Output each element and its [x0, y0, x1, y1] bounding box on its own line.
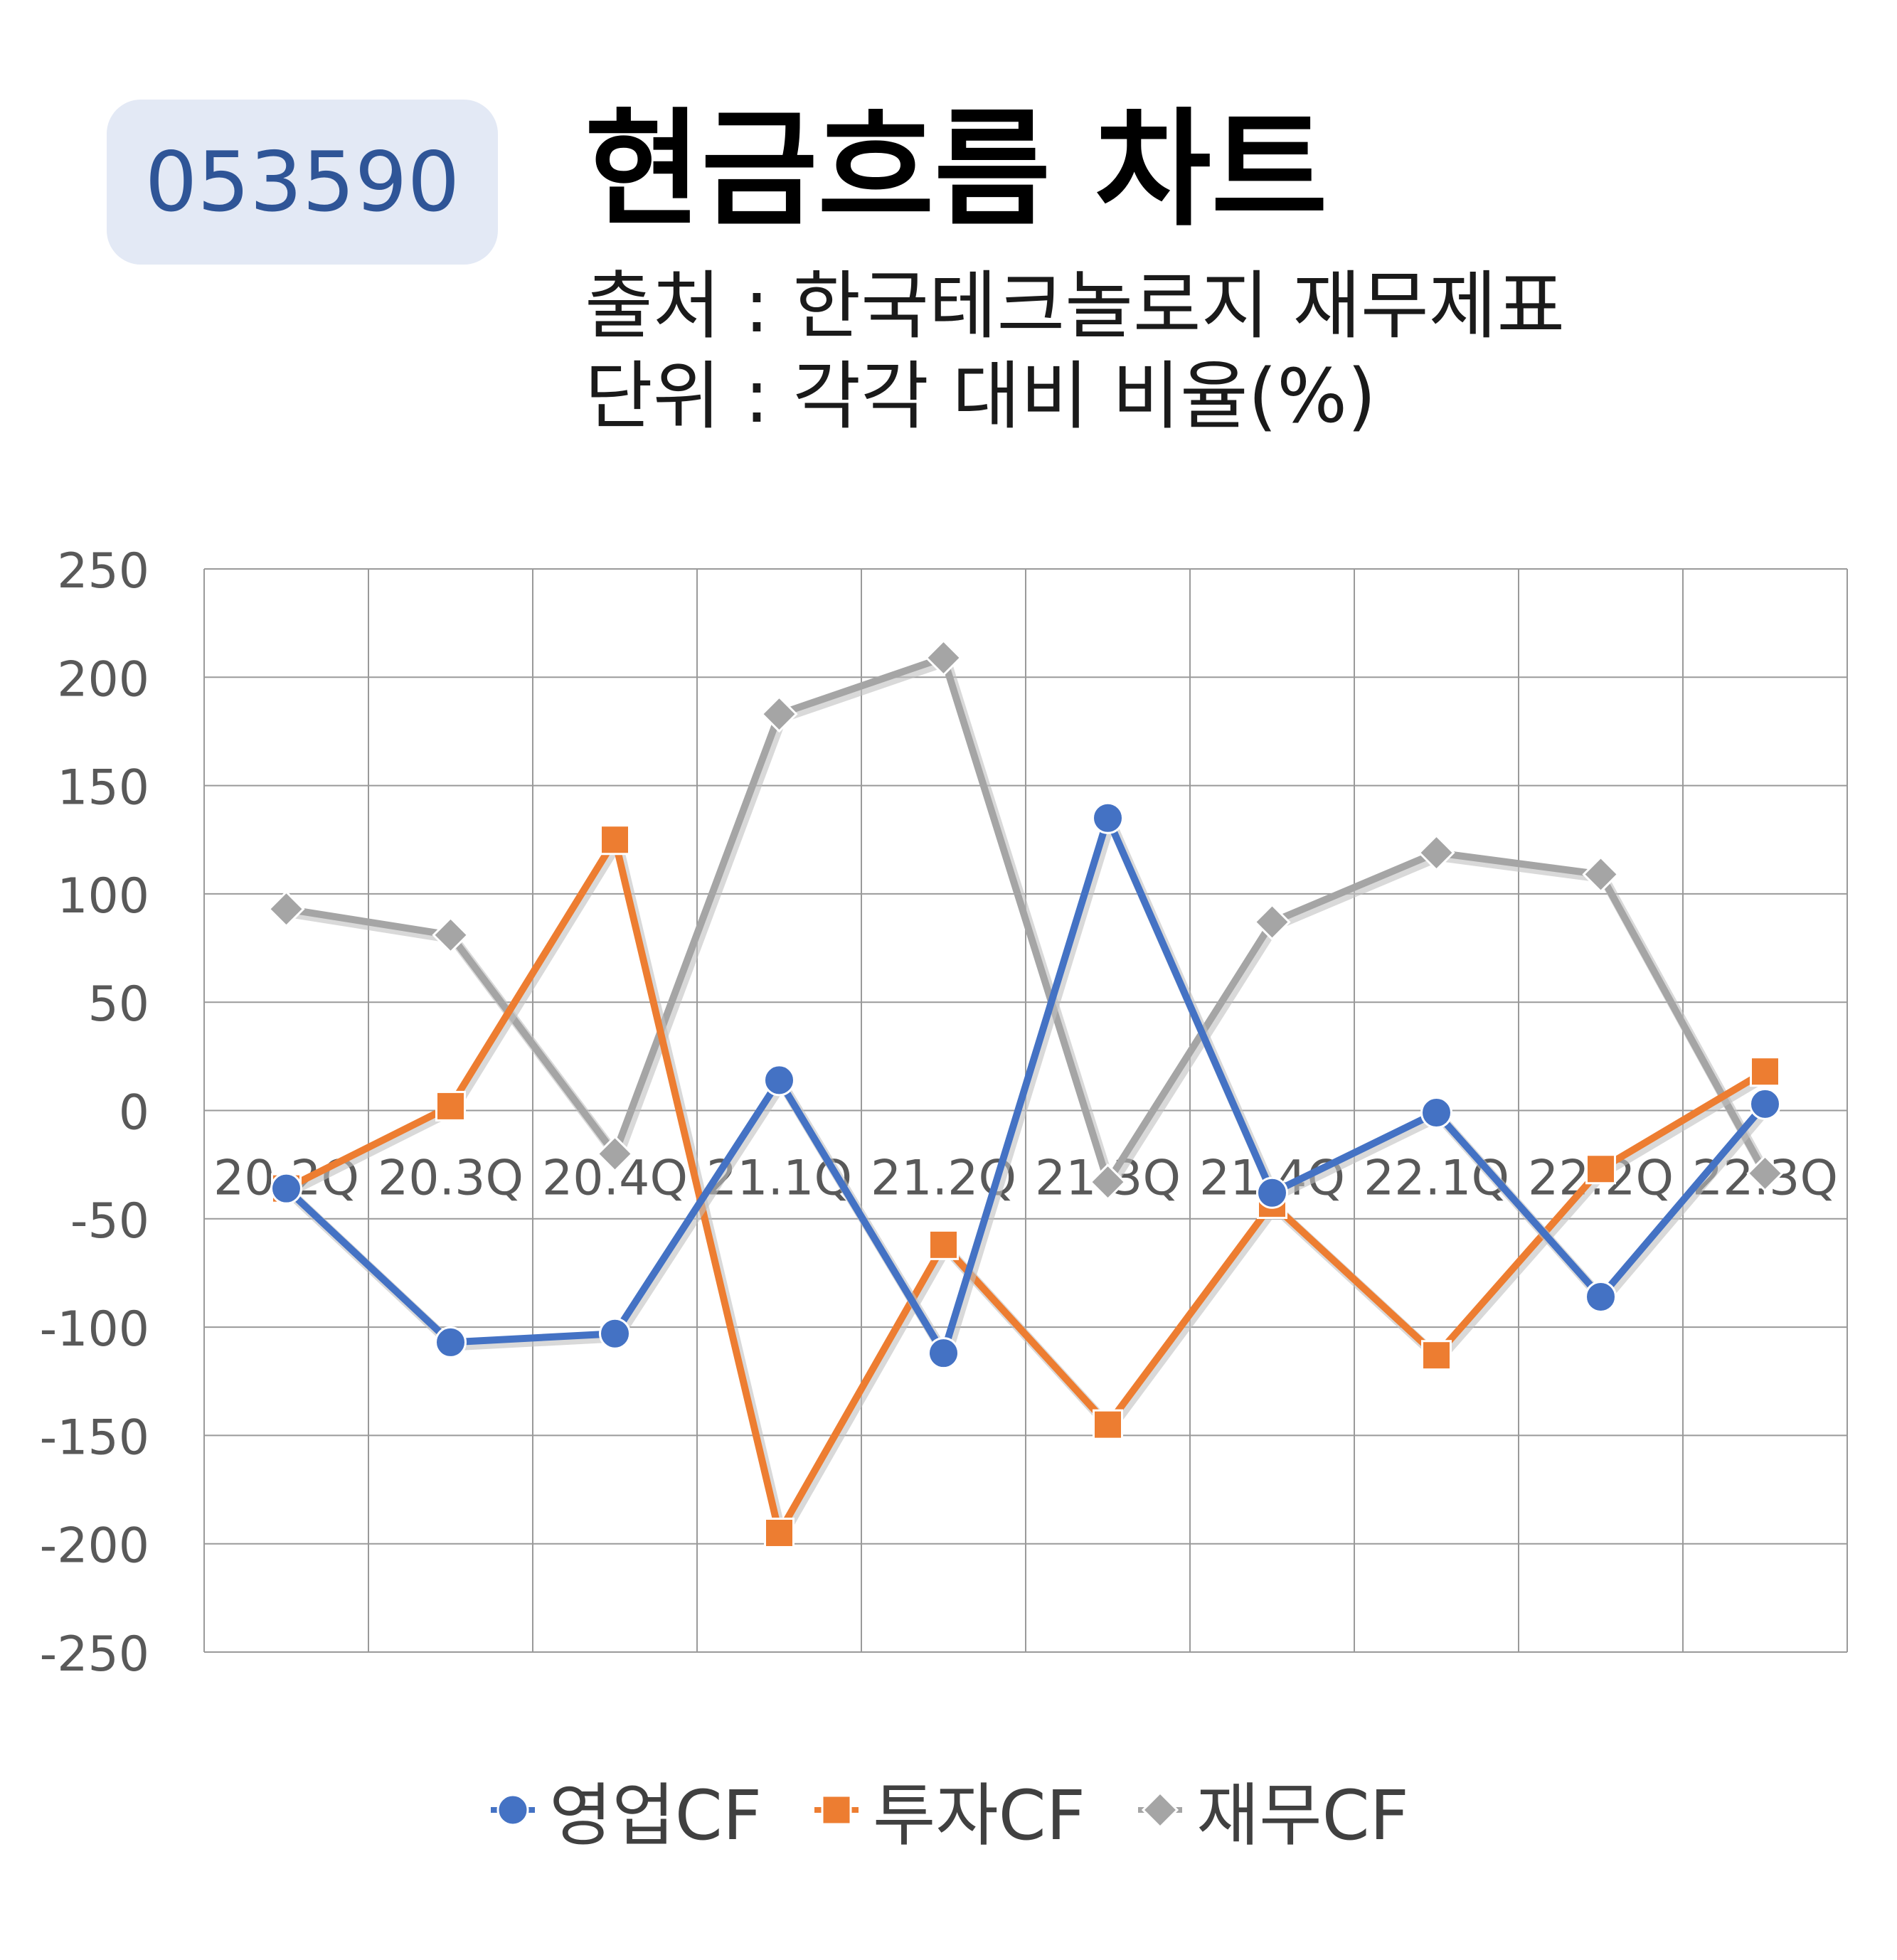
data-point — [1749, 1087, 1781, 1120]
data-point — [1418, 833, 1455, 872]
y-tick-label: -250 — [40, 1626, 149, 1683]
series-2 — [267, 639, 1784, 1201]
y-tick-label: -150 — [40, 1410, 149, 1466]
data-point — [600, 824, 630, 856]
y-tick-label: 50 — [87, 976, 149, 1033]
data-point — [496, 1794, 529, 1826]
data-point — [270, 1172, 302, 1205]
data-point — [928, 1229, 959, 1260]
data-point — [1421, 1340, 1452, 1371]
data-point — [596, 1135, 634, 1173]
data-point — [435, 1090, 466, 1122]
chart-grid — [203, 568, 1848, 1653]
y-tick-label: -100 — [40, 1301, 149, 1358]
chart-unit: 단위 : 각각 대비 비율(%) — [585, 353, 1376, 440]
legend-swatch — [491, 1794, 536, 1826]
legend-label: 재무CF — [1196, 1776, 1409, 1855]
x-tick-label: 22.1Q — [1364, 1151, 1509, 1207]
data-point — [1141, 1791, 1179, 1828]
legend-item: 영업CF — [488, 1760, 762, 1859]
data-point — [1746, 1154, 1784, 1192]
data-point — [1585, 1280, 1617, 1313]
y-axis-labels: 250 200 150 100 50 0 -50 -100 -150 -200 -250 — [40, 543, 149, 1683]
data-point — [925, 639, 962, 677]
x-tick-label: 20.3Q — [378, 1151, 524, 1207]
ticker-badge: 053590 — [107, 100, 498, 265]
series-line-shadow — [285, 816, 1772, 1362]
series-0 — [270, 801, 1781, 1370]
chart-title: 현금흐름 차트 — [585, 96, 1328, 243]
chart-source: 출처 : 한국테크놀로지 재무제표 — [585, 262, 1566, 349]
data-point — [432, 916, 469, 954]
y-tick-label: 200 — [57, 651, 149, 708]
data-point — [760, 695, 798, 733]
data-point — [435, 1326, 467, 1358]
y-tick-label: 100 — [57, 868, 149, 925]
data-point — [1256, 1176, 1288, 1209]
data-point — [764, 1517, 795, 1548]
legend-label: 영업CF — [549, 1776, 762, 1855]
data-point — [1093, 1409, 1123, 1440]
legend-swatch — [814, 1794, 859, 1825]
series-line — [282, 836, 1769, 1537]
data-point — [1585, 1154, 1616, 1185]
data-point — [1089, 1163, 1127, 1201]
y-tick-label: 0 — [119, 1085, 149, 1141]
chart-legend: 영업CF 투자CF 재무CF — [0, 1760, 1897, 1859]
legend-item: 투자CF — [812, 1760, 1085, 1859]
data-point — [1253, 903, 1291, 941]
data-point — [928, 1337, 960, 1370]
data-point — [1420, 1097, 1452, 1129]
data-point — [1750, 1056, 1780, 1087]
legend-label: 투자CF — [873, 1776, 1085, 1855]
y-tick-label: 250 — [57, 543, 149, 600]
legend-swatch — [1137, 1791, 1182, 1828]
data-point — [1092, 801, 1124, 834]
ticker-code: 053590 — [144, 134, 460, 230]
data-point — [267, 890, 305, 928]
series-line — [282, 814, 1769, 1357]
data-point — [1582, 856, 1620, 893]
y-tick-label: 150 — [57, 760, 149, 816]
data-point — [763, 1064, 795, 1097]
data-point — [821, 1794, 852, 1825]
series-group — [267, 639, 1784, 1548]
y-tick-label: -200 — [40, 1518, 149, 1575]
y-tick-label: -50 — [70, 1193, 149, 1250]
data-point — [599, 1317, 631, 1350]
series-line — [282, 654, 1769, 1186]
legend-item: 재무CF — [1135, 1760, 1409, 1859]
